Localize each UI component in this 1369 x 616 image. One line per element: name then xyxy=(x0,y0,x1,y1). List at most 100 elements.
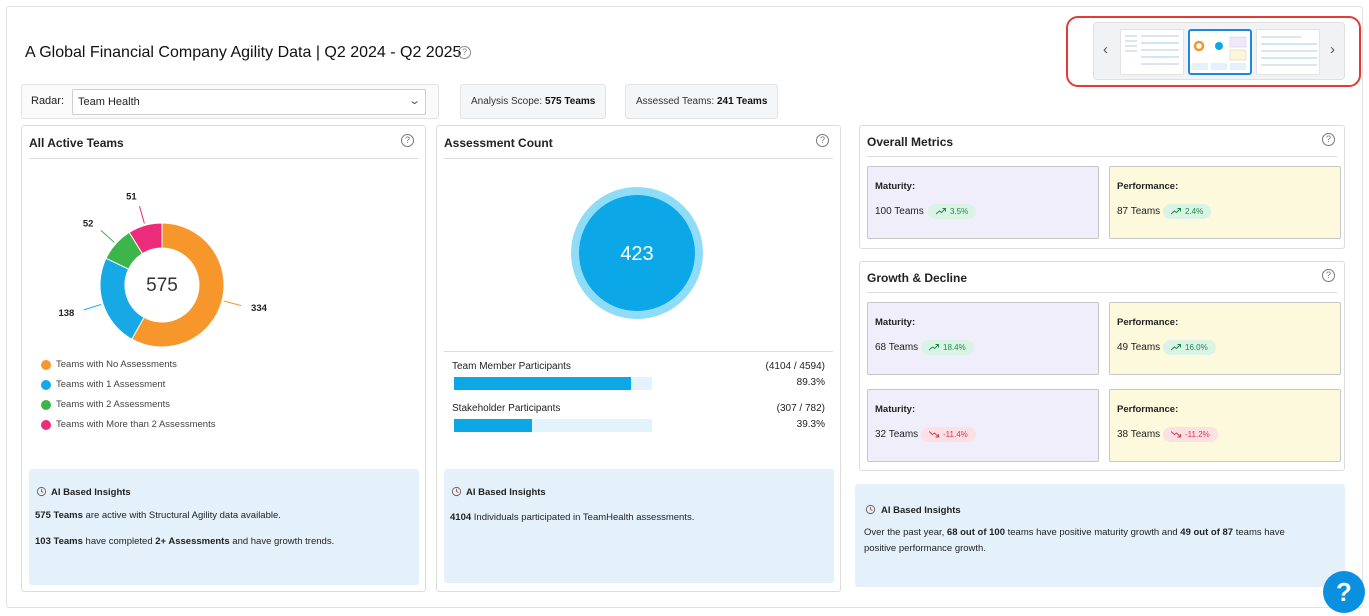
active-teams-title: All Active Teams xyxy=(29,136,124,150)
insight-line-1: 575 Teams are active with Structural Agi… xyxy=(35,510,281,521)
trend-badge: 16.0% xyxy=(1163,340,1216,355)
maturity-card: Maturity: 100 Teams 3.5% xyxy=(867,166,1099,239)
trend-up-icon xyxy=(929,344,939,351)
growth-decline-title: Growth & Decline xyxy=(867,271,968,285)
dashboard-frame xyxy=(6,6,1363,608)
legend-dot-pink xyxy=(41,420,51,430)
ai-insight-icon xyxy=(36,486,47,497)
progress-fill xyxy=(454,377,631,390)
donut-data-label: 51 xyxy=(126,192,137,203)
chevron-right-icon[interactable]: › xyxy=(1330,41,1335,58)
stakeholder-ratio: (307 / 782) xyxy=(776,403,825,414)
help-fab-button[interactable]: ? xyxy=(1323,571,1365,613)
performance-decline-card: Performance: 38 Teams -11.2% xyxy=(1109,389,1341,462)
carousel-thumb-3[interactable] xyxy=(1256,29,1320,75)
legend-dot-blue xyxy=(41,380,51,390)
chevron-left-icon[interactable]: ‹ xyxy=(1103,41,1108,58)
overall-metrics-title: Overall Metrics xyxy=(867,135,954,149)
analysis-scope-chip: Analysis Scope: 575 Teams xyxy=(460,84,607,119)
assessment-count-title: Assessment Count xyxy=(444,136,553,150)
assessed-teams-chip: Assessed Teams: 241 Teams xyxy=(625,84,779,119)
donut-center-total: 575 xyxy=(146,275,178,296)
team-member-percent: 89.3% xyxy=(796,377,825,388)
divider xyxy=(867,156,1337,157)
active-teams-donut: 334 138 52 51 575 xyxy=(58,192,268,348)
performance-card: Performance: 87 Teams 2.4% xyxy=(1109,166,1341,239)
divider xyxy=(29,158,418,159)
active-teams-insights: AI Based Insights 575 Teams are active w… xyxy=(29,469,419,585)
overall-metrics-panel: Overall Metrics ? Maturity: 100 Teams 3.… xyxy=(859,125,1345,249)
maturity-decline-card: Maturity: 32 Teams -11.4% xyxy=(867,389,1099,462)
assessed-teams-value: 241 Teams xyxy=(716,96,768,107)
trend-down-icon xyxy=(929,431,939,438)
insight-line-1: Over the past year, 68 out of 100 teams … xyxy=(864,527,1285,538)
donut-leader-line xyxy=(138,206,145,224)
insights-heading: AI Based Insights xyxy=(51,487,131,498)
assessment-count-total: 423 xyxy=(620,243,653,265)
active-teams-panel: All Active Teams ? 334 138 52 51 575 Teams … xyxy=(21,125,426,592)
radar-select[interactable]: Team Health ⌄ xyxy=(72,89,426,115)
stakeholder-progress xyxy=(454,419,652,432)
divider xyxy=(444,351,833,352)
radar-filter: Radar: Team Health ⌄ xyxy=(21,84,439,119)
help-icon[interactable]: ? xyxy=(816,134,829,147)
divider xyxy=(867,292,1337,293)
help-icon[interactable]: ? xyxy=(401,134,414,147)
assessment-insights: AI Based Insights 4104 Individuals parti… xyxy=(444,469,834,583)
carousel-highlight xyxy=(1066,16,1361,87)
title-help-icon[interactable]: ? xyxy=(458,46,471,59)
donut-leader-line xyxy=(83,303,102,311)
ai-insight-icon xyxy=(451,486,462,497)
divider xyxy=(444,158,833,159)
team-member-progress xyxy=(454,377,652,390)
trend-badge: 18.4% xyxy=(921,340,974,355)
trend-badge: 3.5% xyxy=(928,204,977,219)
dashboard-carousel: ‹ › xyxy=(1093,22,1345,80)
help-icon[interactable]: ? xyxy=(1322,133,1335,146)
analysis-scope-value: 575 Teams xyxy=(544,96,596,107)
analysis-scope-label: Analysis Scope: xyxy=(471,96,543,107)
insight-line-2: positive performance growth. xyxy=(864,543,986,554)
team-member-ratio: (4104 / 4594) xyxy=(765,361,826,372)
performance-growth-card: Performance: 49 Teams 16.0% xyxy=(1109,302,1341,375)
growth-decline-panel: Growth & Decline ? Maturity: 68 Teams 18… xyxy=(859,261,1345,471)
stakeholder-label: Stakeholder Participants xyxy=(452,403,561,414)
trend-badge: -11.2% xyxy=(1163,427,1218,442)
carousel-thumb-1[interactable] xyxy=(1120,29,1184,75)
donut-leader-line xyxy=(223,300,242,307)
assessment-count-panel: Assessment Count ? 423 Team Member Parti… xyxy=(436,125,841,592)
trend-badge: -11.4% xyxy=(921,427,976,442)
donut-data-label: 334 xyxy=(251,303,268,314)
legend-dot-orange xyxy=(41,360,51,370)
trend-up-icon xyxy=(1171,344,1181,351)
radar-select-value: Team Health xyxy=(78,96,140,108)
progress-fill xyxy=(454,419,532,432)
donut-leader-line xyxy=(100,229,115,243)
team-member-label: Team Member Participants xyxy=(452,361,571,372)
trend-up-icon xyxy=(1171,208,1181,215)
legend-dot-green xyxy=(41,400,51,410)
carousel-thumb-2-active[interactable] xyxy=(1188,29,1252,75)
stakeholder-percent: 39.3% xyxy=(796,419,825,430)
donut-data-label: 138 xyxy=(58,308,74,319)
trend-badge: 2.4% xyxy=(1163,204,1212,219)
metrics-insights: AI Based Insights Over the past year, 68… xyxy=(855,484,1345,587)
donut-slice[interactable] xyxy=(99,257,145,340)
chevron-down-icon: ⌄ xyxy=(407,95,421,107)
donut-slice[interactable] xyxy=(128,222,163,255)
donut-slice[interactable] xyxy=(131,222,225,348)
insight-line-2: 103 Teams have completed 2+ Assessments … xyxy=(35,536,335,547)
insights-heading: AI Based Insights xyxy=(466,487,546,498)
trend-down-icon xyxy=(1171,431,1181,438)
page-title: A Global Financial Company Agility Data … xyxy=(25,44,462,61)
maturity-growth-card: Maturity: 68 Teams 18.4% xyxy=(867,302,1099,375)
insight-line-1: 4104 Individuals participated in TeamHea… xyxy=(450,512,695,523)
insights-heading: AI Based Insights xyxy=(881,505,961,516)
trend-up-icon xyxy=(936,208,946,215)
donut-data-label: 52 xyxy=(83,219,94,230)
assessment-count-circle: 423 xyxy=(571,187,703,319)
assessed-teams-label: Assessed Teams: xyxy=(636,96,715,107)
radar-label: Radar: xyxy=(31,95,65,107)
ai-insight-icon xyxy=(865,504,876,515)
help-icon[interactable]: ? xyxy=(1322,269,1335,282)
